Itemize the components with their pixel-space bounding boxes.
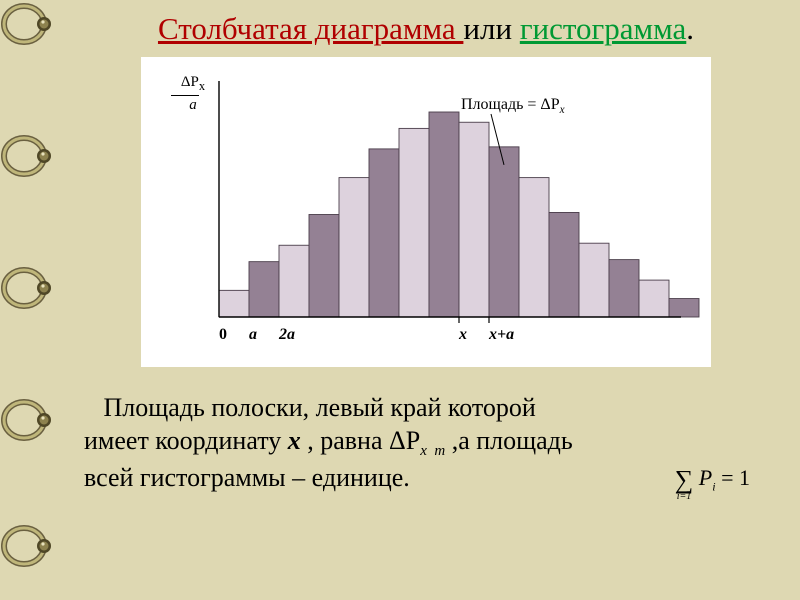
svg-text:Площадь = ΔPx: Площадь = ΔPx	[461, 96, 565, 116]
body-paragraph: Площадь полоски, левый край которой имее…	[72, 391, 780, 495]
binder-ring-icon	[0, 0, 56, 48]
body-line1: Площадь полоски, левый край которой	[104, 393, 536, 422]
body-line2-post: ,а площадь	[445, 426, 573, 455]
summation-formula: ∑ i=1 Pi = 1	[675, 459, 750, 500]
histogram-chart: 0a2axx+aΔPxaПлощадь = ΔPx	[141, 57, 711, 367]
body-line2-sub: x m	[420, 443, 445, 459]
body-line2-mid: , равна ΔP	[301, 426, 420, 455]
binder-ring-icon	[0, 132, 56, 180]
binder-ring-icon	[0, 396, 56, 444]
svg-text:0: 0	[219, 326, 227, 343]
svg-text:x: x	[458, 326, 467, 343]
body-line2-pre: имеет координату	[84, 426, 288, 455]
title-part1: Столбчатая диаграмма	[158, 11, 463, 46]
svg-text:x+a: x+a	[488, 326, 514, 343]
title-trail: .	[686, 11, 694, 46]
title-mid: или	[463, 11, 519, 46]
binder-ring-icon	[0, 264, 56, 312]
slide-title: Столбчатая диаграмма или гистограмма.	[72, 10, 780, 49]
body-line2-x: x	[288, 426, 301, 455]
title-part2: гистограмма	[520, 11, 686, 46]
binder-ring-icon	[0, 522, 56, 570]
svg-text:a: a	[249, 326, 257, 343]
body-line3: всей гистограммы – единице.	[84, 463, 410, 492]
svg-text:2a: 2a	[278, 326, 295, 343]
